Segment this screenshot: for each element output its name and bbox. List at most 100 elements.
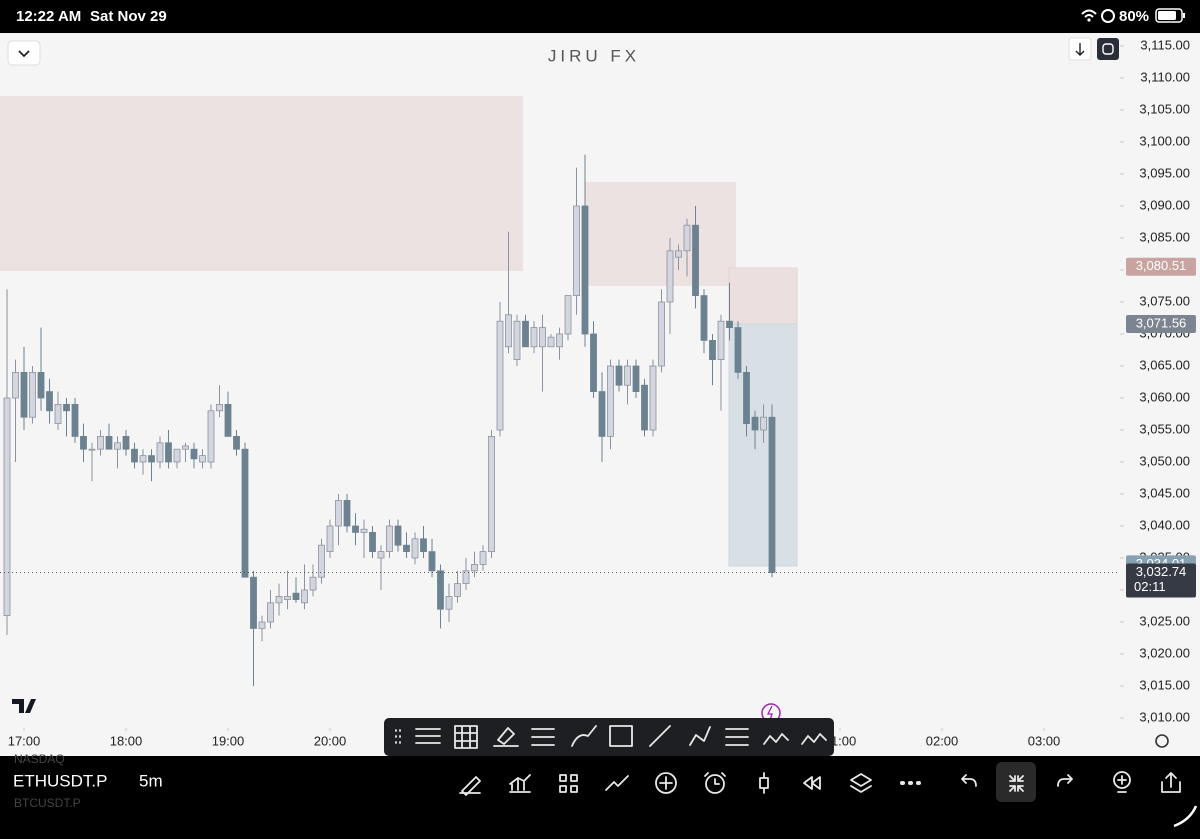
price-label-bg bbox=[1126, 257, 1196, 276]
y-tick-label: 3,090.00 bbox=[1139, 197, 1190, 212]
candle-body bbox=[275, 596, 283, 604]
candle-body bbox=[751, 416, 759, 431]
fullscreen-button[interactable] bbox=[996, 762, 1036, 802]
candle-body bbox=[29, 372, 36, 418]
tool-icon[interactable] bbox=[649, 725, 671, 747]
candle-body bbox=[207, 410, 215, 463]
candle-body bbox=[717, 320, 725, 361]
candle-body bbox=[547, 336, 555, 348]
candle-body bbox=[173, 448, 181, 463]
tool-button[interactable] bbox=[705, 774, 725, 794]
tool-button[interactable] bbox=[459, 776, 481, 796]
tool-icon[interactable] bbox=[531, 728, 555, 746]
interval[interactable]: 5m bbox=[139, 771, 163, 790]
price-label: 3,071.56 bbox=[1136, 315, 1187, 330]
y-tick-label: 3,065.00 bbox=[1139, 357, 1190, 372]
tool-button[interactable] bbox=[655, 772, 677, 794]
candle-body bbox=[20, 372, 28, 418]
candle-body bbox=[216, 404, 223, 412]
tool-icon[interactable] bbox=[801, 733, 827, 745]
menu-chevron bbox=[18, 50, 30, 58]
price-label: 3,080.51 bbox=[1136, 258, 1187, 273]
candle-body bbox=[632, 365, 640, 393]
candle-body bbox=[88, 448, 96, 451]
candle-body bbox=[590, 333, 597, 393]
menu-button[interactable] bbox=[7, 40, 41, 66]
candle-body bbox=[165, 442, 172, 463]
chart-title: JIRU FX bbox=[548, 46, 640, 65]
battery-level: 80% bbox=[1119, 8, 1149, 25]
candle-body bbox=[420, 538, 427, 553]
zone-box bbox=[585, 182, 736, 286]
candle-body bbox=[37, 372, 45, 399]
price-label-bg bbox=[1126, 315, 1196, 334]
candle-body bbox=[394, 525, 402, 546]
tool-button[interactable] bbox=[803, 776, 821, 790]
candle-body bbox=[139, 455, 147, 463]
tool-icon[interactable] bbox=[493, 727, 519, 747]
settings-button[interactable] bbox=[1155, 734, 1169, 748]
y-tick-label: 3,095.00 bbox=[1139, 165, 1190, 180]
candle-body bbox=[598, 391, 606, 437]
tool-icon[interactable] bbox=[689, 726, 711, 746]
y-tick-label: 3,110.00 bbox=[1140, 69, 1190, 84]
tool-icon[interactable] bbox=[454, 725, 478, 749]
candle-body bbox=[250, 576, 257, 629]
tool-button[interactable] bbox=[509, 774, 531, 793]
tool-icon[interactable] bbox=[571, 725, 597, 747]
candle-body bbox=[326, 525, 334, 553]
candle-body bbox=[700, 295, 708, 341]
y-tick-label: 3,045.00 bbox=[1139, 485, 1190, 500]
candle-body bbox=[692, 224, 699, 297]
candle-body bbox=[743, 372, 750, 425]
tool-button[interactable] bbox=[759, 772, 769, 794]
candle-body bbox=[3, 397, 11, 617]
y-tick-label: 3,055.00 bbox=[1139, 421, 1190, 436]
y-tick-label: 3,100.00 bbox=[1139, 133, 1190, 148]
candle-body bbox=[63, 404, 70, 412]
x-tick-label: 20:00 bbox=[314, 733, 347, 748]
tool-icon[interactable] bbox=[609, 725, 633, 747]
share-button[interactable] bbox=[1161, 772, 1181, 793]
axes: 3,010.003,015.003,020.003,025.003,030.00… bbox=[8, 33, 1200, 756]
candle-body bbox=[224, 404, 232, 437]
tool-button[interactable] bbox=[605, 775, 629, 791]
candle-body bbox=[80, 436, 87, 450]
candle-body bbox=[360, 528, 368, 533]
undo-button[interactable] bbox=[961, 774, 977, 787]
alert-button[interactable] bbox=[1113, 771, 1131, 789]
redo-button[interactable] bbox=[1057, 774, 1073, 787]
candle-body bbox=[581, 205, 589, 335]
next-symbol: BTCUSDT.P bbox=[14, 796, 81, 810]
candle-body bbox=[666, 250, 674, 303]
symbol[interactable]: ETHUSDT.P bbox=[13, 771, 107, 790]
candle-body bbox=[352, 525, 359, 533]
tool-icon[interactable] bbox=[725, 728, 749, 746]
candle-body bbox=[386, 525, 393, 553]
y-tick-label: 3,050.00 bbox=[1139, 453, 1190, 468]
tool-icon[interactable] bbox=[415, 728, 441, 744]
x-tick-label: 02:00 bbox=[926, 733, 959, 748]
countdown: 02:11 bbox=[1134, 579, 1166, 594]
candle-body bbox=[309, 576, 317, 591]
candle-body bbox=[377, 551, 385, 559]
x-tick-label: 03:00 bbox=[1028, 733, 1061, 748]
candle-body bbox=[675, 250, 682, 258]
candle-body bbox=[573, 205, 580, 297]
candle-body bbox=[624, 365, 631, 386]
tool-button[interactable] bbox=[850, 773, 872, 793]
candle-body bbox=[46, 391, 53, 412]
candles bbox=[3, 154, 776, 687]
tool-button[interactable] bbox=[559, 774, 578, 793]
candle-body bbox=[513, 320, 521, 361]
candle-body bbox=[428, 551, 436, 572]
candle-body bbox=[734, 327, 742, 373]
candle-body bbox=[403, 544, 410, 553]
sync-button[interactable] bbox=[1097, 38, 1119, 60]
candle-body bbox=[105, 436, 113, 450]
tool-icon[interactable] bbox=[763, 733, 789, 745]
candle-body bbox=[709, 340, 716, 361]
status-icons bbox=[1081, 8, 1185, 23]
candle-body bbox=[190, 448, 198, 460]
